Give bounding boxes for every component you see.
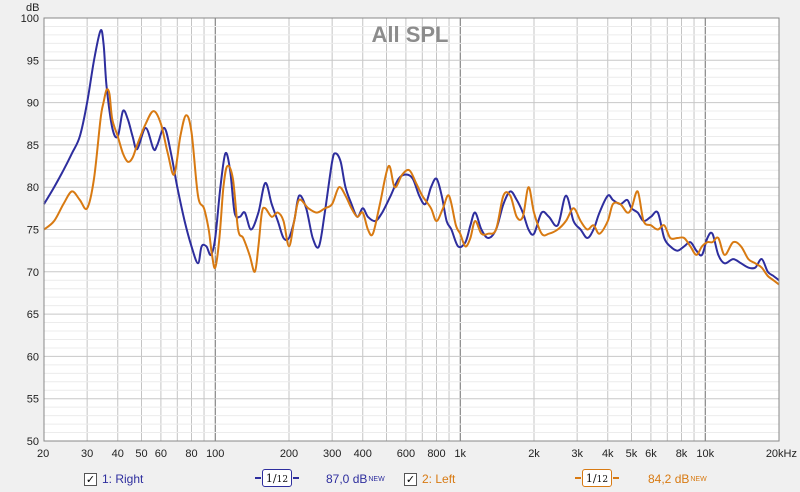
x-tick-label: 40 <box>112 448 124 460</box>
legend-label-left: 2: Left <box>422 472 456 486</box>
x-tick-label: 2k <box>528 448 540 460</box>
x-tick-label: 20 <box>37 448 49 460</box>
legend: ✓ 1: Right 1/12 87,0 dB NEW ✓ 2: Left 1/1… <box>0 466 800 492</box>
y-tick-label: 85 <box>27 140 39 152</box>
x-tick-label: 10k <box>696 448 714 460</box>
legend-label-right: 1: Right <box>102 472 144 486</box>
checkbox-left[interactable]: ✓ <box>404 472 417 486</box>
spl-readout-left: 84,2 dB NEW <box>648 472 707 486</box>
y-tick-label: 80 <box>27 182 39 194</box>
y-tick-label: 65 <box>27 309 39 321</box>
x-tick-label: 800 <box>427 448 445 460</box>
x-tick-label: 400 <box>354 448 372 460</box>
legend-item-left[interactable]: ✓ 2: Left <box>404 466 455 492</box>
x-tick-label: 1k <box>454 448 466 460</box>
smoothing-button-left[interactable]: 1/12 <box>575 469 619 487</box>
x-tick-label: 200 <box>280 448 298 460</box>
x-tick-label: 50 <box>135 448 147 460</box>
smoothing-fraction-right: 1/12 <box>265 471 289 485</box>
x-tick-label: 30 <box>81 448 93 460</box>
x-tick-label: 4k <box>602 448 614 460</box>
x-tick-label: 100 <box>206 448 224 460</box>
y-tick-label: 100 <box>21 13 39 25</box>
x-tick-label: 300 <box>323 448 341 460</box>
spl-readout-right: 87,0 dB NEW <box>326 472 385 486</box>
checkbox-right[interactable]: ✓ <box>84 472 97 486</box>
x-tick-label: 60 <box>155 448 167 460</box>
x-tick-label: 3k <box>571 448 583 460</box>
y-tick-label: 75 <box>27 225 39 237</box>
series-layer <box>43 29 780 286</box>
smoothing-fraction-left: 1/12 <box>585 471 609 485</box>
chart-title: All SPL <box>371 22 448 47</box>
spl-chart: 20 30 40 50 60 80 100 200 300 400 600 800 1k 2k 3k 4k 5k… <box>21 2 797 460</box>
grid <box>43 17 780 442</box>
x-tick-label: 600 <box>397 448 415 460</box>
y-tick-label: 60 <box>27 351 39 363</box>
series-line-left <box>43 88 780 286</box>
x-axis-ticks: 20 30 40 50 60 80 100 200 300 400 600 800 1k 2k 3k 4k 5k… <box>37 448 797 460</box>
x-tick-label: 20kHz <box>766 448 797 460</box>
series-line-right <box>43 29 780 282</box>
y-tick-label: 95 <box>27 55 39 67</box>
y-axis-unit: dB <box>26 2 39 14</box>
legend-item-right[interactable]: ✓ 1: Right <box>84 466 143 492</box>
x-tick-label: 5k <box>626 448 638 460</box>
x-tick-label: 8k <box>676 448 688 460</box>
smoothing-button-right[interactable]: 1/12 <box>255 469 299 487</box>
y-tick-label: 70 <box>27 267 39 279</box>
plot-border <box>43 17 780 442</box>
y-tick-label: 90 <box>27 98 39 110</box>
x-tick-label: 80 <box>185 448 197 460</box>
y-tick-label: 55 <box>27 394 39 406</box>
y-tick-label: 50 <box>27 436 39 448</box>
y-axis-ticks: 50 55 60 65 70 75 80 85 90 95 100 <box>21 13 39 448</box>
x-tick-label: 6k <box>645 448 657 460</box>
